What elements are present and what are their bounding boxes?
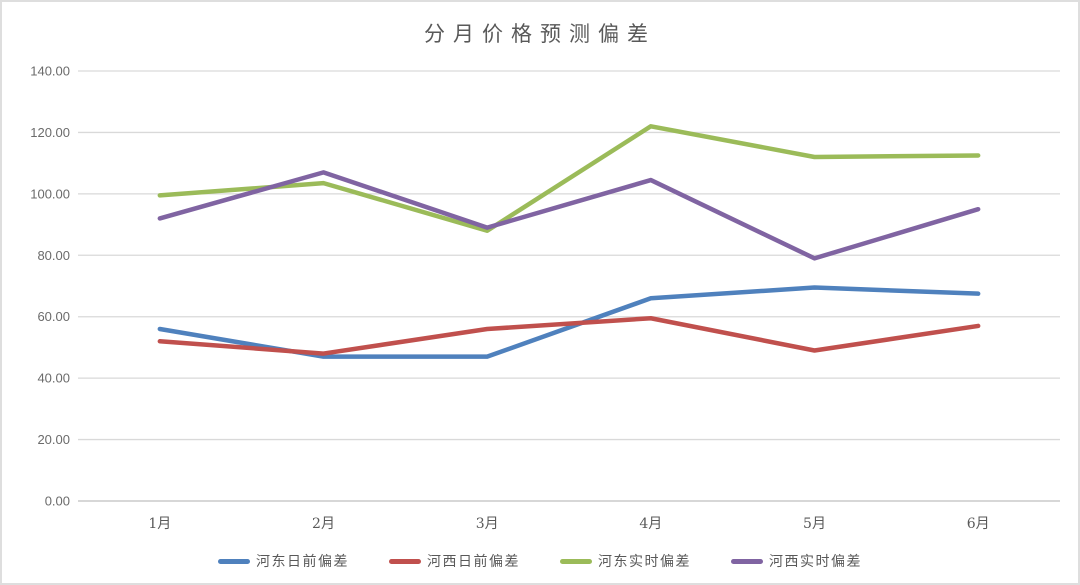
x-tick-label: 3月 <box>476 516 499 532</box>
legend-label: 河东日前偏差 <box>256 554 349 570</box>
x-tick-label: 4月 <box>639 516 662 532</box>
y-tick-label: 140.00 <box>30 64 70 79</box>
legend-line-marker <box>218 558 250 564</box>
chart-title: 分月价格预测偏差 <box>424 22 656 46</box>
legend: 河东日前偏差 河西日前偏差 河东实时偏差 河西实时偏差 <box>2 551 1078 571</box>
y-tick-label: 120.00 <box>30 125 70 140</box>
legend-item-3: 河西实时偏差 <box>731 551 862 571</box>
legend-line-marker <box>389 558 421 564</box>
y-tick-label: 40.00 <box>37 371 70 386</box>
legend-line-marker <box>731 558 763 564</box>
y-tick-label: 100.00 <box>30 186 70 201</box>
legend-label: 河东实时偏差 <box>598 554 691 570</box>
y-tick-label: 20.00 <box>37 432 70 447</box>
legend-item-2: 河东实时偏差 <box>560 551 691 571</box>
series-line-2 <box>157 124 981 233</box>
y-tick-label: 80.00 <box>37 248 70 263</box>
series-line-1 <box>157 316 981 356</box>
x-tick-label: 5月 <box>803 516 826 532</box>
legend-label: 河西日前偏差 <box>427 554 520 570</box>
legend-item-0: 河东日前偏差 <box>218 551 349 571</box>
x-tick-label: 2月 <box>312 516 335 532</box>
series-line-3 <box>157 170 981 261</box>
legend-item-1: 河西日前偏差 <box>389 551 520 571</box>
y-tick-label: 60.00 <box>37 309 70 324</box>
legend-line-marker <box>560 558 592 564</box>
x-tick-label: 1月 <box>148 516 171 532</box>
x-tick-label: 6月 <box>967 516 990 532</box>
legend-label: 河西实时偏差 <box>769 554 862 570</box>
y-tick-label: 0.00 <box>45 494 70 509</box>
